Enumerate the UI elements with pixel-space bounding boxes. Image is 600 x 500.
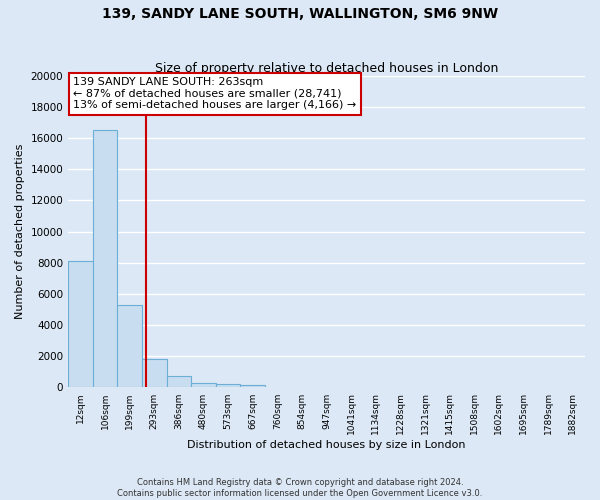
Bar [167,376,191,388]
Bar [118,305,142,388]
Bar [191,383,216,388]
Bar [93,130,118,388]
Text: Contains HM Land Registry data © Crown copyright and database right 2024.
Contai: Contains HM Land Registry data © Crown c… [118,478,482,498]
Title: Size of property relative to detached houses in London: Size of property relative to detached ho… [155,62,498,74]
Bar [142,360,167,388]
Y-axis label: Number of detached properties: Number of detached properties [15,144,25,320]
Bar [68,261,93,388]
Bar [216,384,241,388]
Text: 139 SANDY LANE SOUTH: 263sqm
← 87% of detached houses are smaller (28,741)
13% o: 139 SANDY LANE SOUTH: 263sqm ← 87% of de… [73,77,356,110]
Bar [241,385,265,388]
Text: 139, SANDY LANE SOUTH, WALLINGTON, SM6 9NW: 139, SANDY LANE SOUTH, WALLINGTON, SM6 9… [102,8,498,22]
X-axis label: Distribution of detached houses by size in London: Distribution of detached houses by size … [187,440,466,450]
